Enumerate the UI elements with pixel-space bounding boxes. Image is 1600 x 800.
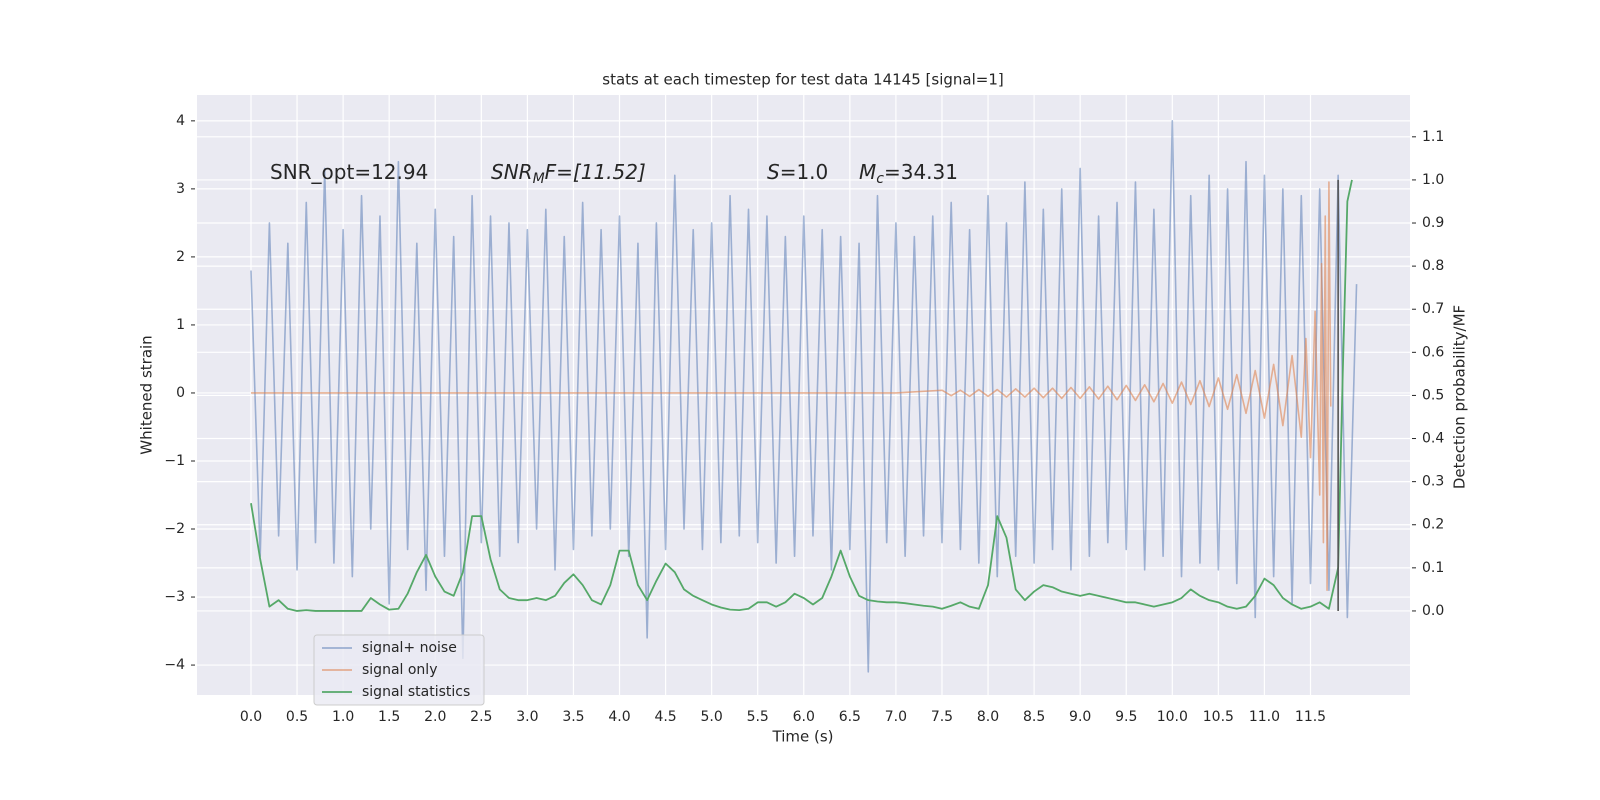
annotation-part: =34.31 bbox=[884, 160, 958, 184]
y-tick-label: −2 bbox=[164, 521, 185, 537]
x-axis-label: Time (s) bbox=[772, 728, 834, 746]
legend-label: signal only bbox=[362, 662, 437, 678]
series-line bbox=[250, 181, 1332, 592]
y2-tick-label: 0.2 bbox=[1422, 517, 1444, 533]
y-tick-label: 0 bbox=[176, 385, 185, 401]
x-tick-label: 3.0 bbox=[516, 709, 538, 725]
annotation-part: SNR_opt=12.94 bbox=[270, 160, 428, 184]
legend-box bbox=[313, 634, 485, 706]
series-line bbox=[250, 179, 1353, 612]
x-tick-label: 2.0 bbox=[424, 709, 446, 725]
chart-title: stats at each timestep for test data 141… bbox=[602, 71, 1003, 89]
x-tick-label: 8.5 bbox=[1023, 709, 1045, 725]
annotation: SNRMF=[11.52] bbox=[491, 160, 646, 188]
x-tick-label: 6.5 bbox=[839, 709, 861, 725]
y2-tick-label: 1.0 bbox=[1422, 172, 1444, 188]
annotation: Mc=34.31 bbox=[859, 160, 958, 188]
x-tick-label: 4.0 bbox=[608, 709, 630, 725]
y-axis-label: Whitened strain bbox=[138, 335, 156, 454]
x-tick-label: 0.5 bbox=[286, 709, 308, 725]
x-tick-label: 11.5 bbox=[1295, 709, 1326, 725]
y2-tick-label: 1.1 bbox=[1422, 129, 1444, 145]
annotation-part: c bbox=[876, 171, 884, 187]
y-tick-label: 3 bbox=[176, 181, 185, 197]
x-tick-label: 3.5 bbox=[562, 709, 584, 725]
x-tick-label: 4.5 bbox=[654, 709, 676, 725]
y2-tick-label: 0.3 bbox=[1422, 474, 1444, 490]
x-tick-label: 5.0 bbox=[701, 709, 723, 725]
legend-label: signal+ noise bbox=[362, 640, 457, 656]
annotation: SNR_opt=12.94 bbox=[270, 160, 428, 184]
y2-tick-label: 0.4 bbox=[1422, 431, 1444, 447]
x-tick-label: 11.0 bbox=[1249, 709, 1280, 725]
annotation-part: S bbox=[767, 160, 780, 184]
legend-label: signal statistics bbox=[362, 684, 470, 700]
x-tick-label: 9.5 bbox=[1115, 709, 1137, 725]
annotation-part: F=[11.52] bbox=[545, 160, 646, 184]
x-tick-label: 10.0 bbox=[1157, 709, 1188, 725]
series-line bbox=[250, 120, 1358, 673]
y-tick-label: −3 bbox=[164, 589, 185, 605]
x-tick-label: 1.0 bbox=[332, 709, 354, 725]
y-tick-label: 4 bbox=[176, 113, 185, 129]
y2-tick-label: 0.1 bbox=[1422, 560, 1444, 576]
x-tick-label: 1.5 bbox=[378, 709, 400, 725]
y-tick-label: 2 bbox=[176, 249, 185, 265]
y2-tick-label: 0.0 bbox=[1422, 603, 1444, 619]
y2-axis-label: Detection probability/MF bbox=[1451, 305, 1469, 489]
y-tick-label: −4 bbox=[164, 657, 185, 673]
y2-tick-label: 0.8 bbox=[1422, 258, 1444, 274]
y2-tick-label: 0.5 bbox=[1422, 387, 1444, 403]
y2-tick-label: 0.7 bbox=[1422, 301, 1444, 317]
annotation-part: M bbox=[859, 160, 876, 184]
annotation-part: M bbox=[533, 171, 545, 187]
x-tick-label: 6.0 bbox=[793, 709, 815, 725]
x-tick-label: 10.5 bbox=[1203, 709, 1234, 725]
x-tick-label: 7.5 bbox=[931, 709, 953, 725]
x-tick-label: 2.5 bbox=[470, 709, 492, 725]
x-tick-label: 5.5 bbox=[747, 709, 769, 725]
y-tick-label: −1 bbox=[164, 453, 185, 469]
y-tick-label: 1 bbox=[176, 317, 185, 333]
annotation-part: =1.0 bbox=[780, 160, 829, 184]
x-tick-label: 8.0 bbox=[977, 709, 999, 725]
x-tick-label: 7.0 bbox=[885, 709, 907, 725]
x-tick-label: 0.0 bbox=[240, 709, 262, 725]
annotation-part: SNR bbox=[491, 160, 533, 184]
y2-tick-label: 0.6 bbox=[1422, 344, 1444, 360]
annotation: S=1.0 bbox=[767, 160, 828, 184]
x-tick-label: 9.0 bbox=[1069, 709, 1091, 725]
y2-tick-label: 0.9 bbox=[1422, 215, 1444, 231]
